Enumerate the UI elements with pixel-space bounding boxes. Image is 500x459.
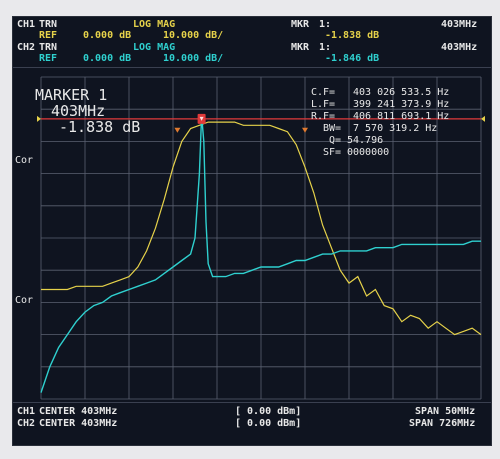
marker-freq: 403MHz xyxy=(51,102,106,120)
sf-value: 0000000 xyxy=(347,147,390,158)
ch1-mkr-value: -1.838 dB xyxy=(325,30,380,41)
bw-value: 7 570 319.2 Hz xyxy=(353,123,438,134)
footer-ch2-center: CENTER 403MHz xyxy=(39,418,118,429)
ch2-mkr-value: -1.846 dB xyxy=(325,53,380,64)
side-label-upper: Cor xyxy=(15,155,34,166)
ch2-mkr-label: MKR xyxy=(291,42,310,53)
marker-1-icon xyxy=(174,113,308,133)
footer-divider xyxy=(13,402,491,403)
header-divider xyxy=(13,67,491,68)
footer-ch1-center: CENTER 403MHz xyxy=(39,406,118,417)
marker-title: MARKER 1 xyxy=(35,86,108,104)
ch2-mode: TRN xyxy=(39,42,58,53)
ch1-ref-value: 0.000 dB xyxy=(83,30,132,41)
q-value: 54.796 xyxy=(347,135,384,146)
ch2-mkr-index: 1: xyxy=(319,42,332,53)
cf-label: C.F= xyxy=(311,87,336,98)
trace-plot xyxy=(37,76,485,400)
rf-label: R.F= xyxy=(311,111,336,122)
ch1-format: LOG MAG xyxy=(133,19,176,30)
ch1-trace xyxy=(41,121,482,336)
marker-triangle xyxy=(199,116,204,121)
graticule xyxy=(40,76,482,400)
footer-ch2-power: [ 0.00 dBm] xyxy=(235,418,302,429)
sf-label: SF= xyxy=(323,147,342,158)
reference-right-arrow-icon xyxy=(481,115,485,122)
ch2-format: LOG MAG xyxy=(133,42,176,53)
ch2-ref-label: REF xyxy=(39,53,58,64)
ch1-mkr-index: 1: xyxy=(319,19,332,30)
cf-value: 403 026 533.5 Hz xyxy=(353,87,450,98)
ch1-mode: TRN xyxy=(39,19,58,30)
ch1-label: CH1 xyxy=(17,19,36,30)
bandwidth-marker-icon xyxy=(302,127,308,133)
footer-ch2-span: SPAN 726MHz xyxy=(409,418,476,429)
ch2-trace xyxy=(40,115,481,393)
marker-value: -1.838 dB xyxy=(59,118,141,136)
ch2-ref-value: 0.000 dB xyxy=(83,53,132,64)
side-label-lower: Cor xyxy=(15,295,34,306)
ch2-scale: 10.000 dB/ xyxy=(163,53,224,64)
ch1-ref-label: REF xyxy=(39,30,58,41)
ch1-mkr-freq: 403MHz xyxy=(441,19,478,30)
q-label: Q= xyxy=(329,135,342,146)
footer-ch2-label: CH2 xyxy=(17,418,36,429)
ch2-label: CH2 xyxy=(17,42,36,53)
reference-left-arrow-icon xyxy=(37,115,41,122)
ch2-mkr-freq: 403MHz xyxy=(441,42,478,53)
footer-ch1-label: CH1 xyxy=(17,406,36,417)
rf-value: 406 811 693.1 Hz xyxy=(353,111,450,122)
bw-label: BW= xyxy=(323,123,342,134)
lf-label: L.F= xyxy=(311,99,336,110)
analyzer-screen: CH1 TRN LOG MAG REF 0.000 dB 10.000 dB/ … xyxy=(12,16,492,446)
footer-ch1-power: [ 0.00 dBm] xyxy=(235,406,302,417)
lf-value: 399 241 373.9 Hz xyxy=(353,99,450,110)
ch1-scale: 10.000 dB/ xyxy=(163,30,224,41)
footer-ch1-span: SPAN 50MHz xyxy=(415,406,476,417)
ch1-mkr-label: MKR xyxy=(291,19,310,30)
bandwidth-marker-icon xyxy=(174,127,181,133)
